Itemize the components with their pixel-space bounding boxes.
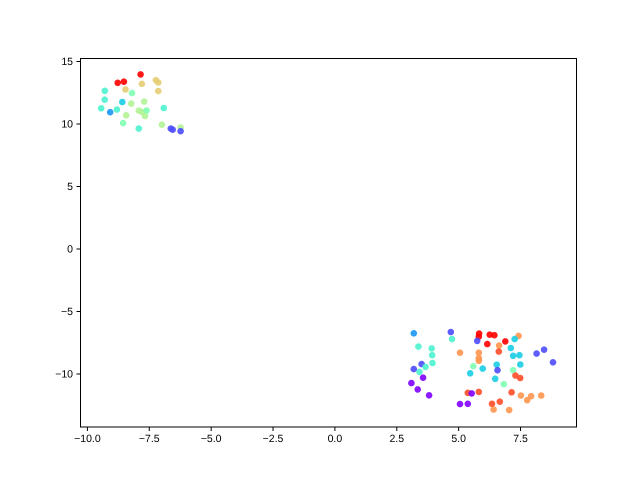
svg-text:−2.5: −2.5 xyxy=(263,433,284,445)
svg-text:−10: −10 xyxy=(55,369,73,381)
svg-text:2.5: 2.5 xyxy=(389,433,404,445)
svg-text:−5: −5 xyxy=(61,306,73,318)
svg-text:−10.0: −10.0 xyxy=(74,433,101,445)
svg-text:15: 15 xyxy=(61,56,73,68)
svg-text:5: 5 xyxy=(67,181,73,193)
svg-text:5.0: 5.0 xyxy=(451,433,466,445)
svg-text:0: 0 xyxy=(67,244,73,256)
svg-text:0.0: 0.0 xyxy=(328,433,343,445)
svg-text:7.5: 7.5 xyxy=(513,433,528,445)
svg-text:−7.5: −7.5 xyxy=(139,433,160,445)
svg-text:−5.0: −5.0 xyxy=(201,433,222,445)
svg-text:10: 10 xyxy=(61,119,73,131)
